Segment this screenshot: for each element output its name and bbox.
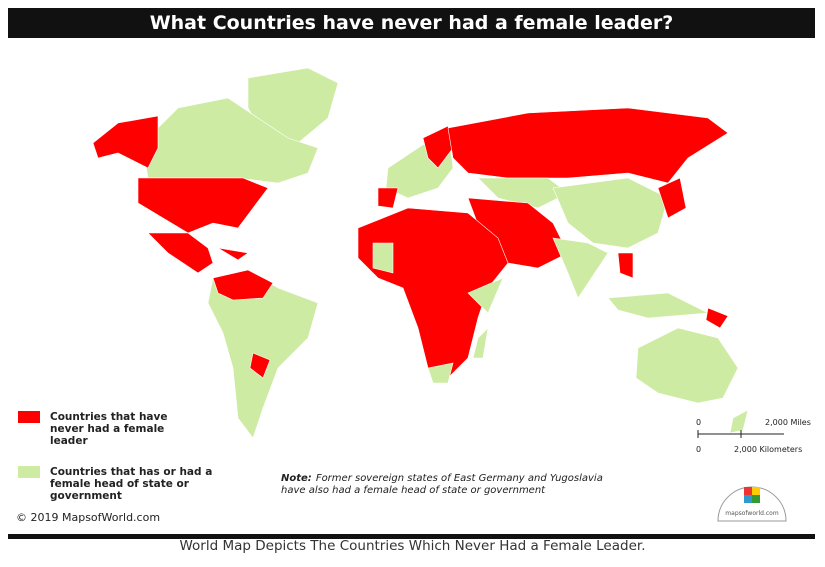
scale-km: 2,000 Kilometers [734,445,803,454]
scale-zero: 0 [696,418,702,427]
legend-label: Countries that has or had a female head … [50,466,213,502]
legend-label: Countries that have never had a female l… [50,411,168,447]
legend-item: Countries that have never had a female l… [18,411,200,447]
world-map [92,67,749,439]
legend-item: Countries that has or had a female head … [18,466,245,502]
caption: World Map Depicts The Countries Which Ne… [179,538,646,554]
china [552,177,669,249]
logo-text: mapsofworld.com [725,510,779,517]
note: Note: Former sovereign states of East Ger… [281,473,611,497]
scale-miles: 2,000 Miles [765,418,811,427]
note-label: Note: [281,473,312,484]
central-america [147,232,249,274]
note-text: Former sovereign states of East Germany … [281,473,603,496]
copyright: © 2019 MapsofWorld.com [16,511,161,524]
oceania [635,327,749,434]
usa [137,177,269,234]
south-america-red [212,269,274,379]
south-america [207,269,319,439]
russia [447,107,729,184]
greenland [247,67,339,144]
south-asia [552,237,710,319]
africa [357,207,509,379]
central-asia [477,177,569,209]
africa-green [372,242,504,384]
legend-swatch [18,411,40,423]
title: What Countries have never had a female l… [8,8,815,38]
scale-zero: 0 [696,445,702,454]
map-frame: What Countries have never had a female l… [8,8,815,539]
legend-swatch [18,466,40,478]
logo: mapsofworld.com [717,486,787,522]
alaska [92,115,159,169]
europe-red [377,125,454,209]
asia-red [617,177,729,329]
scale-bar [697,430,784,438]
